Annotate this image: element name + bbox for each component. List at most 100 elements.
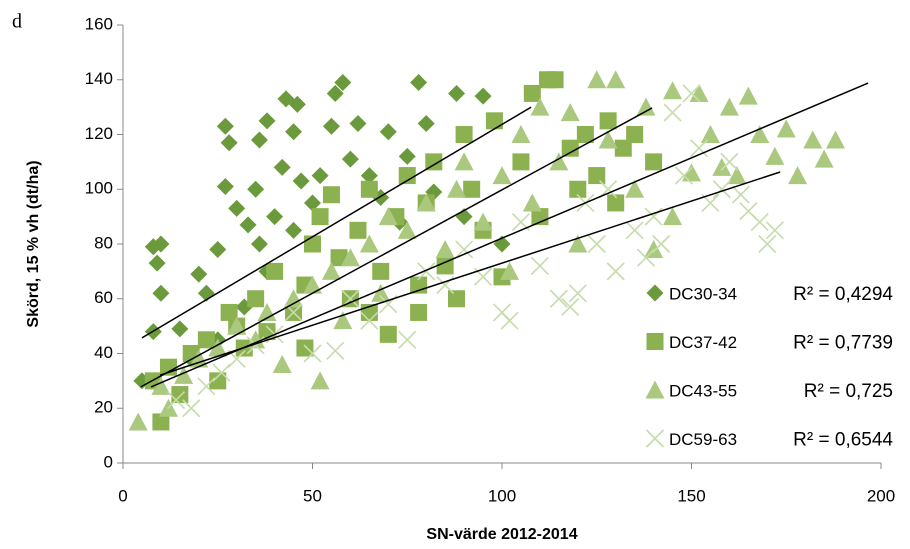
point	[731, 185, 750, 204]
point	[333, 311, 353, 330]
point	[266, 262, 284, 280]
r2-label: R² = 0,4294	[793, 284, 893, 305]
point	[379, 123, 397, 141]
legend-marker	[645, 380, 665, 399]
y-tick-label: 100	[85, 179, 113, 198]
point	[304, 194, 321, 212]
x-tick-label: 0	[118, 486, 127, 505]
point	[549, 152, 569, 171]
point	[372, 262, 390, 280]
panel-label: d	[12, 11, 22, 33]
point	[209, 372, 227, 390]
point	[682, 84, 701, 103]
point	[682, 163, 701, 182]
point	[485, 112, 503, 130]
point	[227, 316, 247, 335]
point	[663, 207, 683, 226]
point	[727, 166, 747, 185]
x-tick-label: 50	[303, 486, 322, 505]
trend-line	[159, 171, 781, 376]
point	[644, 239, 664, 258]
point	[349, 221, 367, 239]
point	[522, 193, 542, 212]
point	[588, 167, 606, 185]
point	[197, 377, 216, 396]
point	[700, 125, 720, 143]
point	[266, 208, 284, 226]
point	[803, 130, 823, 149]
point	[569, 180, 587, 198]
point	[568, 234, 588, 253]
point	[500, 311, 519, 330]
trend-line	[150, 82, 869, 388]
point	[360, 167, 378, 185]
point	[561, 297, 580, 317]
point	[689, 83, 709, 102]
point	[197, 331, 215, 349]
y-tick-label: 160	[85, 14, 113, 33]
point	[410, 303, 428, 321]
point	[311, 208, 329, 226]
point	[448, 84, 466, 102]
point	[272, 354, 292, 373]
point	[310, 371, 330, 390]
point	[549, 289, 568, 308]
legend-marker	[646, 333, 664, 350]
point	[448, 290, 466, 308]
x-tick-label: 100	[488, 486, 516, 505]
point	[500, 261, 520, 280]
point	[257, 302, 277, 321]
point	[625, 179, 645, 198]
point	[758, 234, 777, 254]
point	[152, 235, 170, 253]
point	[208, 338, 228, 357]
point	[152, 413, 170, 431]
point	[455, 240, 474, 259]
point	[171, 320, 189, 338]
point	[416, 193, 436, 212]
point	[512, 153, 530, 171]
point	[247, 290, 265, 308]
point	[216, 117, 234, 135]
point	[311, 167, 329, 185]
point	[285, 221, 303, 239]
legend-label: DC59-63	[669, 430, 737, 449]
y-axis-title: Skörd, 15 % vh (dt/ha)	[25, 160, 42, 327]
point	[598, 130, 618, 149]
trend-line	[140, 107, 653, 388]
y-tick-label: 40	[94, 343, 113, 362]
point	[212, 363, 231, 382]
r2-label: R² = 0,6544	[793, 430, 893, 451]
point	[473, 212, 493, 231]
point	[663, 103, 682, 122]
point	[321, 261, 341, 280]
point	[326, 341, 345, 360]
point	[788, 166, 808, 185]
point	[258, 112, 276, 130]
point	[189, 349, 209, 368]
point	[826, 130, 846, 149]
point	[398, 147, 416, 165]
point	[303, 344, 322, 363]
point	[652, 234, 671, 254]
point	[674, 166, 693, 185]
point	[738, 86, 758, 105]
point	[511, 125, 531, 143]
point	[663, 81, 683, 100]
y-tick-label: 80	[94, 233, 113, 252]
point	[284, 289, 304, 308]
point	[625, 221, 644, 240]
point	[209, 240, 227, 258]
point	[220, 303, 238, 321]
point	[303, 275, 322, 294]
point	[561, 139, 579, 157]
point	[359, 234, 379, 253]
point	[587, 70, 607, 89]
point	[247, 180, 265, 198]
point	[288, 95, 306, 113]
point	[644, 207, 663, 226]
point	[166, 390, 186, 410]
point	[174, 365, 194, 384]
point	[560, 103, 580, 122]
